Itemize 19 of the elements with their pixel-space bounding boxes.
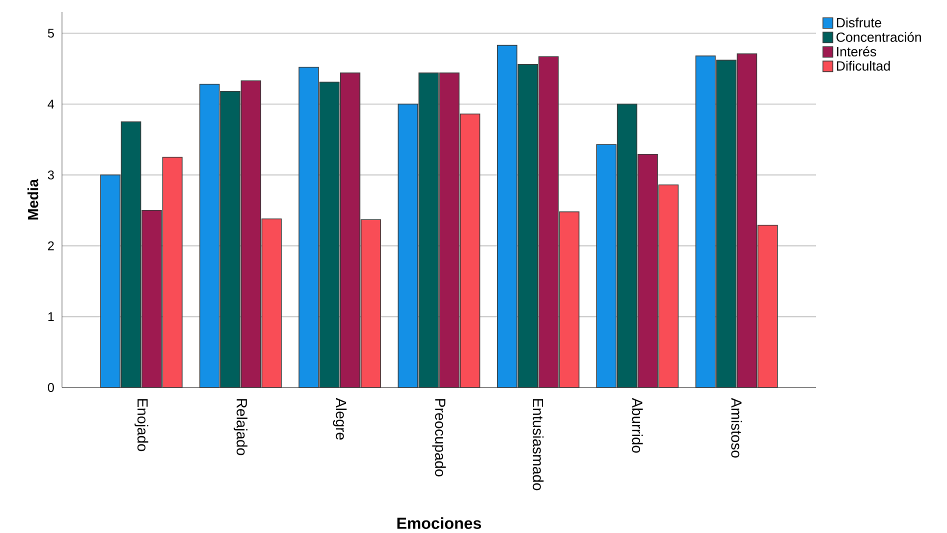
x-tick-label: Preocupado xyxy=(432,399,446,476)
x-axis-title: Emociones xyxy=(397,517,482,529)
y-tick-label: 0 xyxy=(48,383,54,392)
legend-label: Dificultad xyxy=(836,60,890,71)
x-tick-label: Relajado xyxy=(234,399,248,456)
y-axis-title: Media xyxy=(27,178,38,220)
x-tick-label: Aburrido xyxy=(632,398,643,453)
y-tick-label: 3 xyxy=(48,170,54,180)
y-tick-label: 5 xyxy=(48,28,54,38)
legend-label: Interés xyxy=(837,46,876,56)
x-tick-label: Enojado xyxy=(134,399,148,452)
y-tick-label: 1 xyxy=(48,312,54,322)
x-tick-label: Amistoso xyxy=(731,398,742,458)
y-tick-label: 2 xyxy=(48,241,54,250)
legend-label: Disfrute xyxy=(836,18,882,28)
y-tick-label: 4 xyxy=(48,100,54,108)
legend-label: Concentración xyxy=(836,32,921,42)
x-tick-label: Entusiasmado xyxy=(532,399,544,490)
x-tick-label: Alegre xyxy=(332,398,347,440)
